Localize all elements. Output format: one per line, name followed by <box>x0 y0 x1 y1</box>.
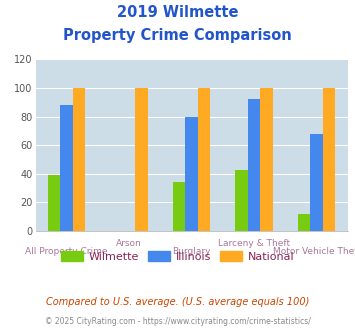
Bar <box>185 116 198 231</box>
Text: 2019 Wilmette: 2019 Wilmette <box>117 5 238 20</box>
Text: © 2025 CityRating.com - https://www.cityrating.com/crime-statistics/: © 2025 CityRating.com - https://www.city… <box>45 317 310 326</box>
Text: Compared to U.S. average. (U.S. average equals 100): Compared to U.S. average. (U.S. average … <box>46 297 309 307</box>
Legend: Wilmette, Illinois, National: Wilmette, Illinois, National <box>56 247 299 267</box>
Bar <box>248 99 261 231</box>
Text: All Property Crime: All Property Crime <box>26 247 108 256</box>
Bar <box>198 88 211 231</box>
Bar <box>60 105 73 231</box>
Bar <box>136 88 148 231</box>
Text: Arson: Arson <box>116 239 142 248</box>
Bar <box>48 175 60 231</box>
Bar <box>310 134 323 231</box>
Bar <box>298 214 310 231</box>
Text: Larceny & Theft: Larceny & Theft <box>218 239 290 248</box>
Bar <box>235 170 248 231</box>
Bar <box>73 88 86 231</box>
Text: Burglary: Burglary <box>173 247 211 256</box>
Text: Motor Vehicle Theft: Motor Vehicle Theft <box>273 247 355 256</box>
Bar <box>173 182 185 231</box>
Text: Property Crime Comparison: Property Crime Comparison <box>63 28 292 43</box>
Bar <box>261 88 273 231</box>
Bar <box>323 88 335 231</box>
